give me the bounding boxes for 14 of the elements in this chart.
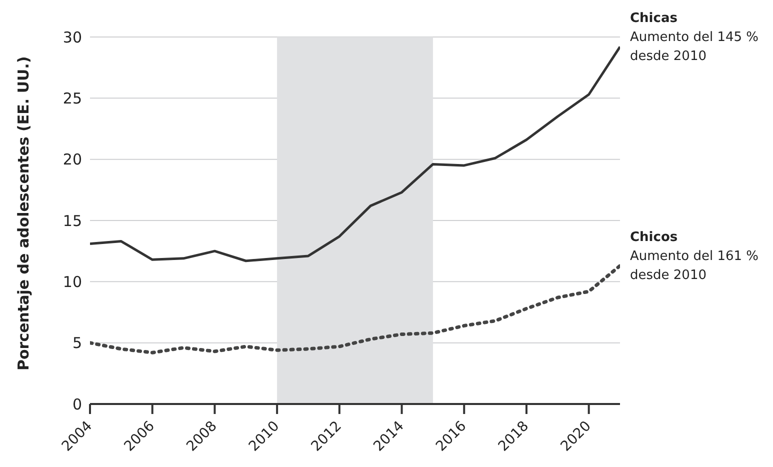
y-tick-label: 10 xyxy=(62,272,82,291)
line-series xyxy=(90,46,620,262)
y-tick-label: 15 xyxy=(62,212,82,230)
text: Aumento del 145 % desde 2010 xyxy=(630,28,760,66)
text: Aumento del 161 % desde 2010 xyxy=(630,248,760,285)
series-label: Chicos xyxy=(630,228,679,247)
y-tick-label: 0 xyxy=(72,395,82,414)
y-tick-label: 20 xyxy=(62,150,82,169)
y-tick-label: 5 xyxy=(72,334,82,352)
y-tick-label: 25 xyxy=(62,89,82,108)
series-label: Chicas xyxy=(630,10,678,28)
y-tick-label: 30 xyxy=(62,28,82,46)
y-axis-title: Porcentaje de adolescentes (EE. UU.) xyxy=(14,56,32,370)
line-series xyxy=(90,264,620,354)
